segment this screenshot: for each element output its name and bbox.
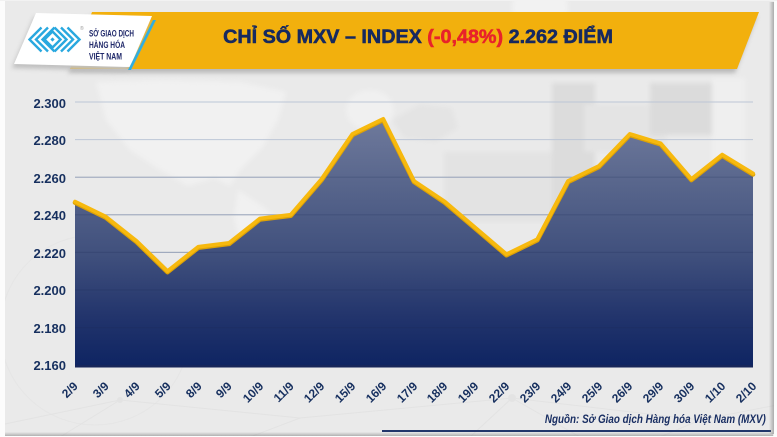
- svg-text:®: ®: [80, 25, 84, 32]
- svg-text:VIỆT NAM: VIỆT NAM: [89, 51, 122, 63]
- svg-text:HÀNG HÓA: HÀNG HÓA: [89, 39, 125, 51]
- svg-text:SỞ GIAO DỊCH: SỞ GIAO DỊCH: [89, 28, 134, 40]
